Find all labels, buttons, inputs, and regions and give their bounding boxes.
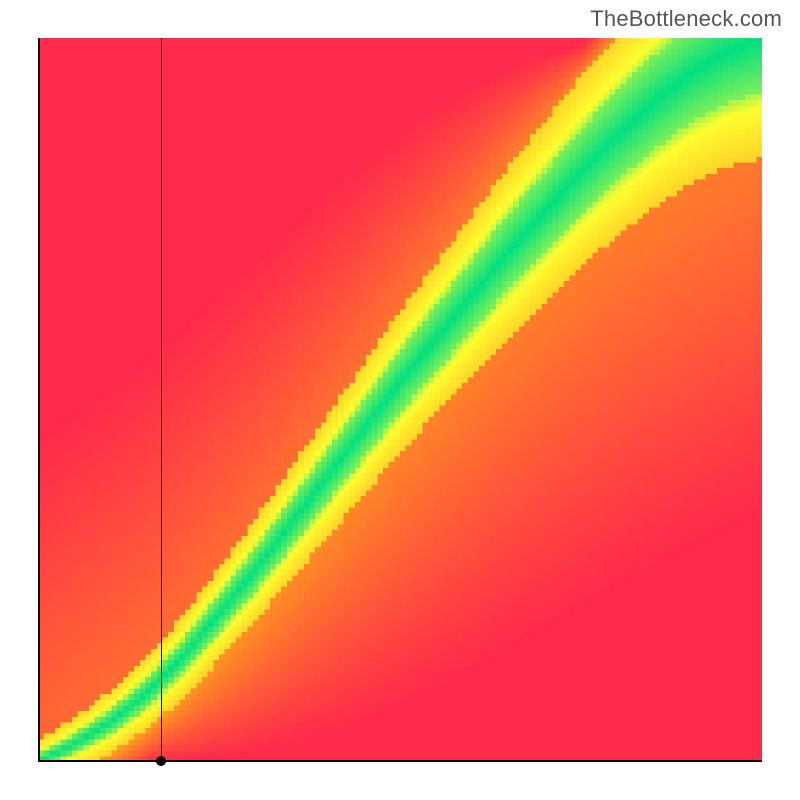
plot-area [38, 38, 762, 762]
y-axis-line [38, 38, 40, 762]
vertical-guide-line [161, 38, 162, 762]
watermark-text: TheBottleneck.com [590, 6, 782, 32]
chart-container: TheBottleneck.com [0, 0, 800, 800]
axis-marker-dot [156, 756, 166, 766]
x-axis-line [38, 760, 762, 762]
heatmap-canvas [38, 38, 762, 762]
